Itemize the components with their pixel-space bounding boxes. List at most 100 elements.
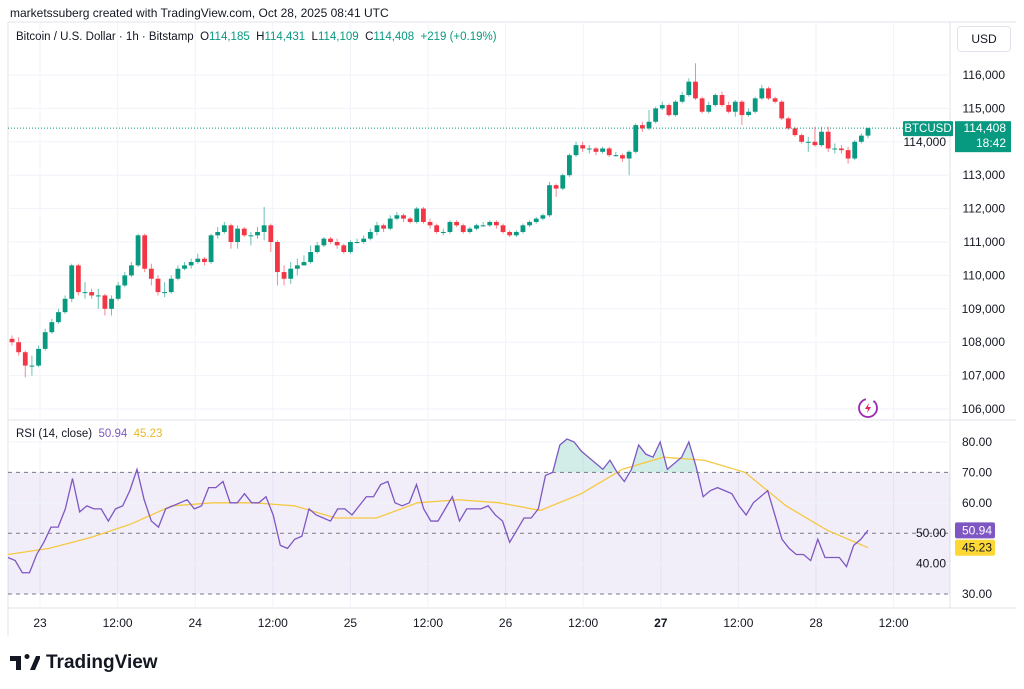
- rsi-value: 50.94: [98, 428, 128, 440]
- candle-body: [480, 225, 486, 227]
- candle-body: [36, 348, 41, 366]
- tradingview-logo[interactable]: TradingView: [10, 652, 158, 674]
- currency-button[interactable]: USD: [957, 26, 1011, 52]
- time-tick-label: 28: [809, 616, 823, 630]
- candle: [188, 258, 194, 269]
- candle-body: [122, 275, 128, 286]
- candle: [454, 220, 459, 227]
- price-tag-value: 114,408: [964, 121, 1007, 135]
- candle-body: [858, 135, 864, 142]
- change-value: +219 (+0.19%): [420, 31, 497, 43]
- candle-body: [766, 88, 771, 99]
- candle: [752, 96, 758, 114]
- time-tick-label: 25: [344, 616, 358, 630]
- candle-body: [580, 145, 586, 149]
- candle-body: [49, 322, 55, 333]
- candle: [573, 141, 579, 157]
- candle: [527, 220, 532, 227]
- candle: [653, 106, 659, 124]
- candle-body: [301, 262, 307, 266]
- candle-body: [434, 225, 440, 232]
- candle: [566, 153, 572, 177]
- candle-body: [394, 215, 400, 219]
- candle-body: [474, 225, 479, 229]
- candle-body: [487, 221, 493, 226]
- rsi-value-badge: 50.94: [955, 522, 995, 539]
- candle-body: [208, 235, 214, 263]
- candle: [852, 140, 858, 161]
- candle: [348, 240, 353, 254]
- candle-body: [9, 338, 15, 343]
- candle-body: [673, 101, 678, 116]
- candle: [122, 272, 128, 288]
- candle: [268, 223, 274, 253]
- candle-body: [593, 148, 599, 152]
- candle: [693, 63, 698, 101]
- candle: [507, 230, 513, 237]
- candle: [792, 126, 798, 137]
- candle-body: [759, 88, 765, 99]
- candle: [367, 228, 373, 241]
- candle-body: [255, 231, 260, 236]
- rsi-ma-badge: 45.23: [955, 539, 995, 556]
- candle: [825, 126, 831, 152]
- candle: [620, 153, 625, 162]
- badge-text: 45.23: [962, 541, 992, 555]
- price-tick-label: 109,000: [962, 302, 1006, 316]
- time-tick-label: 12:00: [568, 616, 598, 630]
- candle-body: [42, 332, 48, 349]
- candle-body: [659, 105, 665, 109]
- candle-body: [494, 221, 499, 226]
- candle-body: [22, 352, 28, 366]
- candle-body: [215, 231, 221, 236]
- candle-body: [361, 238, 367, 242]
- candle: [407, 216, 413, 224]
- candle-body: [82, 292, 88, 294]
- candle: [36, 345, 41, 368]
- candle: [261, 206, 267, 241]
- candle: [560, 173, 566, 191]
- candle: [613, 151, 619, 157]
- symbol-tag-label: BTCUSD: [904, 123, 951, 135]
- time-tick-label: 12:00: [879, 616, 909, 630]
- candle: [175, 265, 181, 281]
- price-tick-label: 112,000: [963, 202, 1006, 216]
- candle: [746, 108, 751, 117]
- candle-body: [440, 231, 446, 233]
- time-tick-label: 12:00: [258, 616, 288, 630]
- candle: [49, 318, 55, 334]
- candle: [487, 220, 493, 227]
- candle-body: [374, 225, 380, 232]
- candle-body: [639, 125, 645, 129]
- candle-body: [533, 218, 539, 222]
- candle: [22, 350, 28, 378]
- candle-body: [507, 231, 513, 236]
- candle: [819, 126, 824, 147]
- candle-body: [414, 208, 420, 222]
- candle: [142, 233, 148, 273]
- candle: [421, 206, 426, 224]
- candle-body: [812, 141, 818, 146]
- candle-body: [321, 238, 327, 246]
- candle: [480, 221, 486, 227]
- candle-body: [653, 108, 659, 122]
- candle: [255, 226, 260, 239]
- candle: [845, 146, 851, 164]
- candle-body: [281, 272, 287, 279]
- candle: [29, 355, 35, 376]
- candle-body: [275, 242, 280, 273]
- candle-body: [819, 131, 824, 146]
- candle-body: [560, 175, 566, 189]
- candle-body: [228, 225, 234, 242]
- candle-body: [221, 225, 227, 232]
- candle-body: [646, 121, 652, 129]
- candle-body: [540, 215, 546, 219]
- candle: [706, 101, 712, 114]
- candle: [726, 101, 732, 114]
- candle: [195, 253, 201, 264]
- rsi-line: [7, 438, 869, 574]
- candle: [235, 225, 241, 249]
- candle: [42, 328, 48, 351]
- candle-body: [620, 155, 625, 159]
